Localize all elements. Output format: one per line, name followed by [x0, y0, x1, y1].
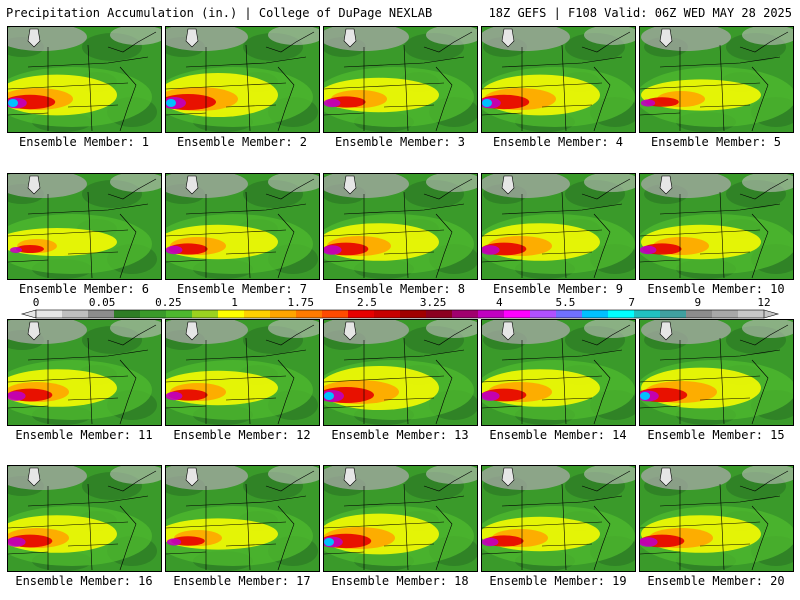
ensemble-member-label: Ensemble Member: 5: [650, 135, 782, 149]
ensemble-map-panel: [7, 26, 162, 133]
colorbar-tick-label: 7: [628, 296, 635, 309]
ensemble-member-label: Ensemble Member: 17: [173, 574, 311, 588]
colorbar-tick-label: 1: [231, 296, 238, 309]
colorbar-swatch: [218, 310, 245, 318]
colorbar-tick-label: 2.5: [357, 296, 377, 309]
ensemble-member-label: Ensemble Member: 13: [331, 428, 469, 442]
colorbar-swatch: [452, 310, 479, 318]
ensemble-member-label: Ensemble Member: 14: [489, 428, 627, 442]
ensemble-member-label: Ensemble Member: 8: [334, 282, 466, 296]
colorbar-tick-label: 0.25: [155, 296, 182, 309]
colorbar-swatch: [374, 310, 401, 318]
colorbar-swatch: [36, 310, 63, 318]
ensemble-map-panel: [323, 26, 478, 133]
colorbar-swatch: [296, 310, 323, 318]
ensemble-map-panel: [323, 173, 478, 280]
ensemble-member-label: Ensemble Member: 12: [173, 428, 311, 442]
ensemble-member-label: Ensemble Member: 11: [15, 428, 153, 442]
colorbar-legend: 0 0.05 0.25 1 1.75 2.5 3.25 4 5.5 7 9 12: [20, 296, 780, 319]
ensemble-map-panel: [165, 465, 320, 572]
colorbar-swatch: [114, 310, 141, 318]
ensemble-member-label: Ensemble Member: 16: [15, 574, 153, 588]
ensemble-member-label: Ensemble Member: 10: [647, 282, 785, 296]
colorbar-swatch: [322, 310, 349, 318]
ensemble-member-label: Ensemble Member: 20: [647, 574, 785, 588]
colorbar-swatch: [426, 310, 453, 318]
colorbar-swatch: [348, 310, 375, 318]
ensemble-map-panel: [639, 465, 794, 572]
ensemble-member-label: Ensemble Member: 1: [18, 135, 150, 149]
colorbar-swatch: [608, 310, 635, 318]
colorbar-swatch: [140, 310, 167, 318]
ensemble-member-label: Ensemble Member: 15: [647, 428, 785, 442]
colorbar-right-arrow-icon: [763, 309, 780, 319]
colorbar-tick-label: 9: [695, 296, 702, 309]
colorbar-swatch: [738, 310, 765, 318]
map-title: Precipitation Accumulation (in.) | Colle…: [6, 6, 433, 20]
ensemble-member-label: Ensemble Member: 18: [331, 574, 469, 588]
colorbar-swatch: [660, 310, 687, 318]
colorbar-swatch: [400, 310, 427, 318]
colorbar-swatch: [634, 310, 661, 318]
colorbar-swatch: [712, 310, 739, 318]
ensemble-map-panel: [481, 319, 636, 426]
ensemble-member-label: Ensemble Member: 3: [334, 135, 466, 149]
ensemble-map-panel: [481, 173, 636, 280]
colorbar-left-arrow-icon: [20, 309, 37, 319]
colorbar-tick-label: 0: [33, 296, 40, 309]
colorbar-tick-label: 1.75: [287, 296, 314, 309]
colorbar-tick-label: 3.25: [420, 296, 447, 309]
colorbar-swatch: [478, 310, 505, 318]
colorbar-swatch: [556, 310, 583, 318]
colorbar-swatch: [504, 310, 531, 318]
ensemble-map-panel: [639, 319, 794, 426]
ensemble-map-panel: [7, 173, 162, 280]
colorbar-tick-label: 12: [757, 296, 770, 309]
model-valid-time: 18Z GEFS | F108 Valid: 06Z WED MAY 28 20…: [488, 6, 792, 20]
ensemble-map-panel: [323, 319, 478, 426]
ensemble-map-panel: [639, 173, 794, 280]
colorbar-swatch: [686, 310, 713, 318]
ensemble-map-panel: [323, 465, 478, 572]
ensemble-member-label: Ensemble Member: 19: [489, 574, 627, 588]
ensemble-map-panel: [165, 26, 320, 133]
ensemble-member-label: Ensemble Member: 2: [176, 135, 308, 149]
colorbar-tick-label: 5.5: [556, 296, 576, 309]
ensemble-map-panel: [7, 319, 162, 426]
ensemble-member-label: Ensemble Member: 9: [492, 282, 624, 296]
ensemble-map-panel: [165, 319, 320, 426]
ensemble-member-label: Ensemble Member: 7: [176, 282, 308, 296]
ensemble-map-panel: [481, 26, 636, 133]
colorbar-swatch: [244, 310, 271, 318]
ensemble-map-panel: [639, 26, 794, 133]
colorbar-tick-label: 4: [496, 296, 503, 309]
colorbar-swatch: [192, 310, 219, 318]
ensemble-map-panel: [481, 465, 636, 572]
colorbar-swatch: [62, 310, 89, 318]
colorbar-swatch: [582, 310, 609, 318]
colorbar-tick-label: 0.05: [89, 296, 116, 309]
ensemble-member-label: Ensemble Member: 4: [492, 135, 624, 149]
ensemble-member-label: Ensemble Member: 6: [18, 282, 150, 296]
colorbar-swatch: [270, 310, 297, 318]
colorbar-swatch: [166, 310, 193, 318]
ensemble-map-panel: [7, 465, 162, 572]
ensemble-map-panel: [165, 173, 320, 280]
colorbar-swatch: [530, 310, 557, 318]
colorbar-swatch: [88, 310, 115, 318]
